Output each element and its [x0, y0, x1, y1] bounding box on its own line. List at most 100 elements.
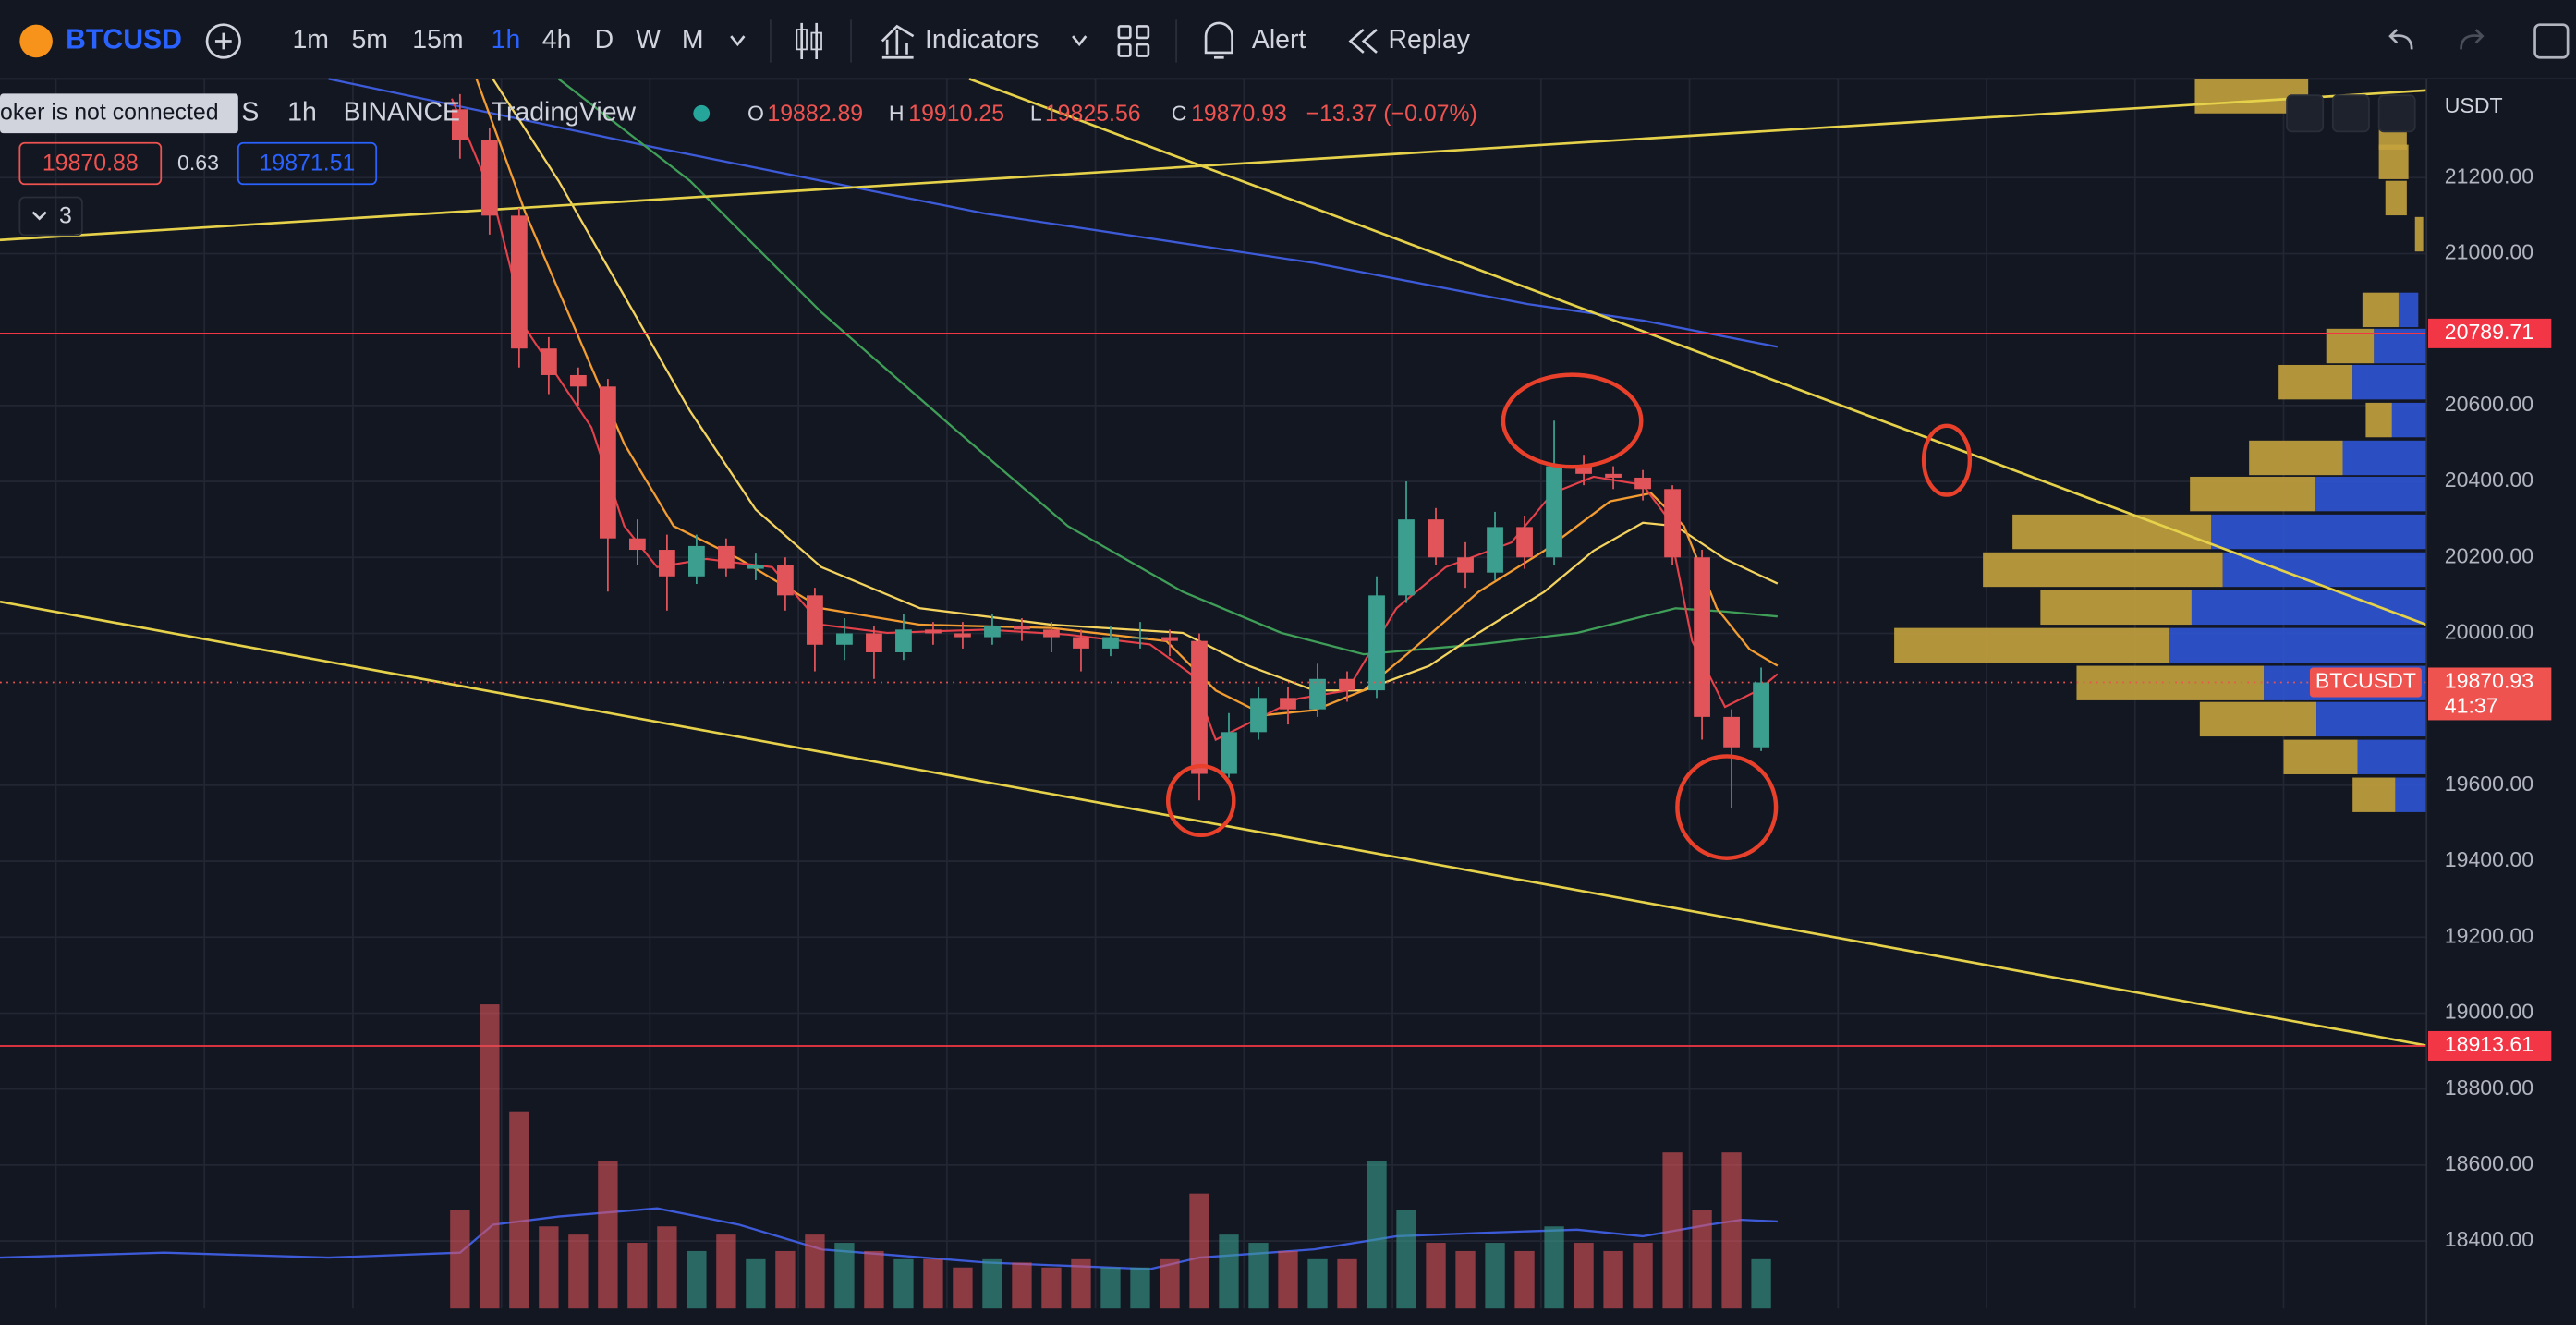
- alert-button[interactable]: Alert: [1252, 25, 1306, 55]
- indicators-icon[interactable]: [881, 24, 915, 59]
- redo[interactable]: [2460, 29, 2485, 50]
- interval[interactable]: 15m: [412, 25, 463, 55]
- chart-buttons: [2286, 94, 2416, 133]
- volume-bar: [1012, 1262, 1032, 1309]
- circle-annotation: [1501, 372, 1644, 469]
- vp-up: [2352, 777, 2396, 812]
- interval[interactable]: D: [595, 25, 614, 55]
- btn[interactable]: [2331, 94, 2370, 133]
- candle-body: [777, 565, 794, 596]
- candle-body: [510, 215, 528, 349]
- vp-down: [2395, 777, 2427, 812]
- status-dot: [693, 104, 711, 122]
- vp-down: [2352, 364, 2427, 400]
- volume-bar: [1426, 1243, 1446, 1309]
- volume-bar: [893, 1258, 914, 1309]
- sell-box[interactable]: [18, 141, 163, 186]
- interval: 1h: [287, 97, 317, 127]
- ask[interactable]: 19871.51: [260, 150, 356, 176]
- fullscreen[interactable]: [2533, 23, 2570, 59]
- candle-body: [925, 629, 942, 634]
- trendline: [968, 78, 2427, 626]
- circle-annotation: [1675, 754, 1779, 860]
- btn[interactable]: [2286, 94, 2325, 133]
- indicators-button[interactable]: Indicators: [925, 25, 1039, 55]
- ohlc-key: L: [1030, 102, 1042, 126]
- y-tick-label: 21200.00: [2445, 164, 2533, 188]
- vp-up: [2385, 180, 2407, 216]
- y-tick-label: 19000.00: [2445, 1000, 2533, 1024]
- candle-body: [1339, 678, 1355, 691]
- volume-bar: [1662, 1152, 1683, 1309]
- vp-down: [2315, 476, 2427, 512]
- candle-body: [540, 348, 557, 375]
- last-price-bg: [2427, 667, 2552, 721]
- y-tick-label: 21000.00: [2445, 240, 2533, 264]
- candle-body: [1575, 466, 1592, 474]
- chevron[interactable]: [730, 35, 746, 47]
- volume-bar: [1071, 1258, 1091, 1309]
- price-line-label: 18913.61: [2445, 1032, 2533, 1056]
- collapse-box[interactable]: [18, 196, 83, 237]
- ohlc-value: 19882.89: [767, 101, 863, 127]
- vp-up: [2414, 216, 2424, 252]
- candle-body: [1487, 527, 1503, 573]
- tooltip: oker is not connected: [0, 99, 219, 125]
- trendline: [0, 600, 2427, 1047]
- volume-bar: [657, 1226, 677, 1309]
- volume-bar: [1337, 1258, 1357, 1309]
- volume-bar: [775, 1250, 796, 1309]
- tooltip-bg: [0, 93, 238, 134]
- candle-body: [1102, 637, 1119, 649]
- chevron[interactable]: [1072, 35, 1088, 47]
- undo[interactable]: [2388, 29, 2413, 50]
- alert-icon[interactable]: [1204, 21, 1233, 59]
- btn[interactable]: [2377, 94, 2416, 133]
- layout-icon[interactable]: [1117, 25, 1150, 57]
- plot: [0, 93, 2427, 1309]
- bid[interactable]: 19870.88: [43, 150, 139, 176]
- vp-up: [2378, 144, 2409, 179]
- candle-body: [1398, 519, 1415, 596]
- volume-bar: [834, 1243, 855, 1309]
- vp-down: [2374, 328, 2427, 364]
- volume-bar: [450, 1210, 470, 1309]
- volume-bar: [1485, 1243, 1505, 1309]
- volume-bar: [864, 1250, 884, 1309]
- vp-down: [2342, 440, 2427, 476]
- volume-bar: [687, 1250, 707, 1309]
- volume-bar: [1307, 1258, 1328, 1309]
- candle-body: [480, 140, 498, 216]
- volume-bar: [1514, 1250, 1535, 1309]
- candle-body: [599, 386, 616, 539]
- y-tick-label: 19600.00: [2445, 772, 2533, 796]
- volume-bar: [1100, 1267, 1121, 1309]
- axis-labels: 21200.00 21000.00 20600.00 20400.00 20200.00…: [2309, 164, 2552, 1251]
- symbol[interactable]: BTCUSD: [66, 24, 182, 55]
- interval[interactable]: 4h: [542, 25, 572, 55]
- volume-bar: [923, 1258, 943, 1309]
- interval[interactable]: 1m: [292, 25, 329, 55]
- candle-body: [1723, 716, 1740, 748]
- trendline: [0, 89, 2427, 242]
- add-symbol[interactable]: [205, 23, 241, 59]
- interval[interactable]: 5m: [352, 25, 389, 55]
- replay-button[interactable]: Replay: [1388, 25, 1470, 55]
- candle-body: [1428, 519, 1444, 558]
- candle-body: [718, 545, 735, 569]
- spread: 0.63: [177, 151, 219, 175]
- currency[interactable]: USDT: [2445, 93, 2503, 117]
- volume-bar: [1219, 1234, 1239, 1309]
- collapse-count[interactable]: 3: [59, 202, 72, 228]
- ohlc-value: 19910.25: [908, 101, 1004, 127]
- candle-body: [1516, 527, 1533, 558]
- replay-icon[interactable]: [1348, 29, 1378, 54]
- interval[interactable]: W: [636, 25, 661, 55]
- interval-active[interactable]: 1h: [492, 25, 521, 55]
- candle-body: [1250, 698, 1267, 733]
- candle-body: [1457, 557, 1474, 573]
- buy-box[interactable]: [237, 141, 378, 186]
- volume-bar: [1160, 1258, 1180, 1309]
- interval[interactable]: M: [682, 25, 704, 55]
